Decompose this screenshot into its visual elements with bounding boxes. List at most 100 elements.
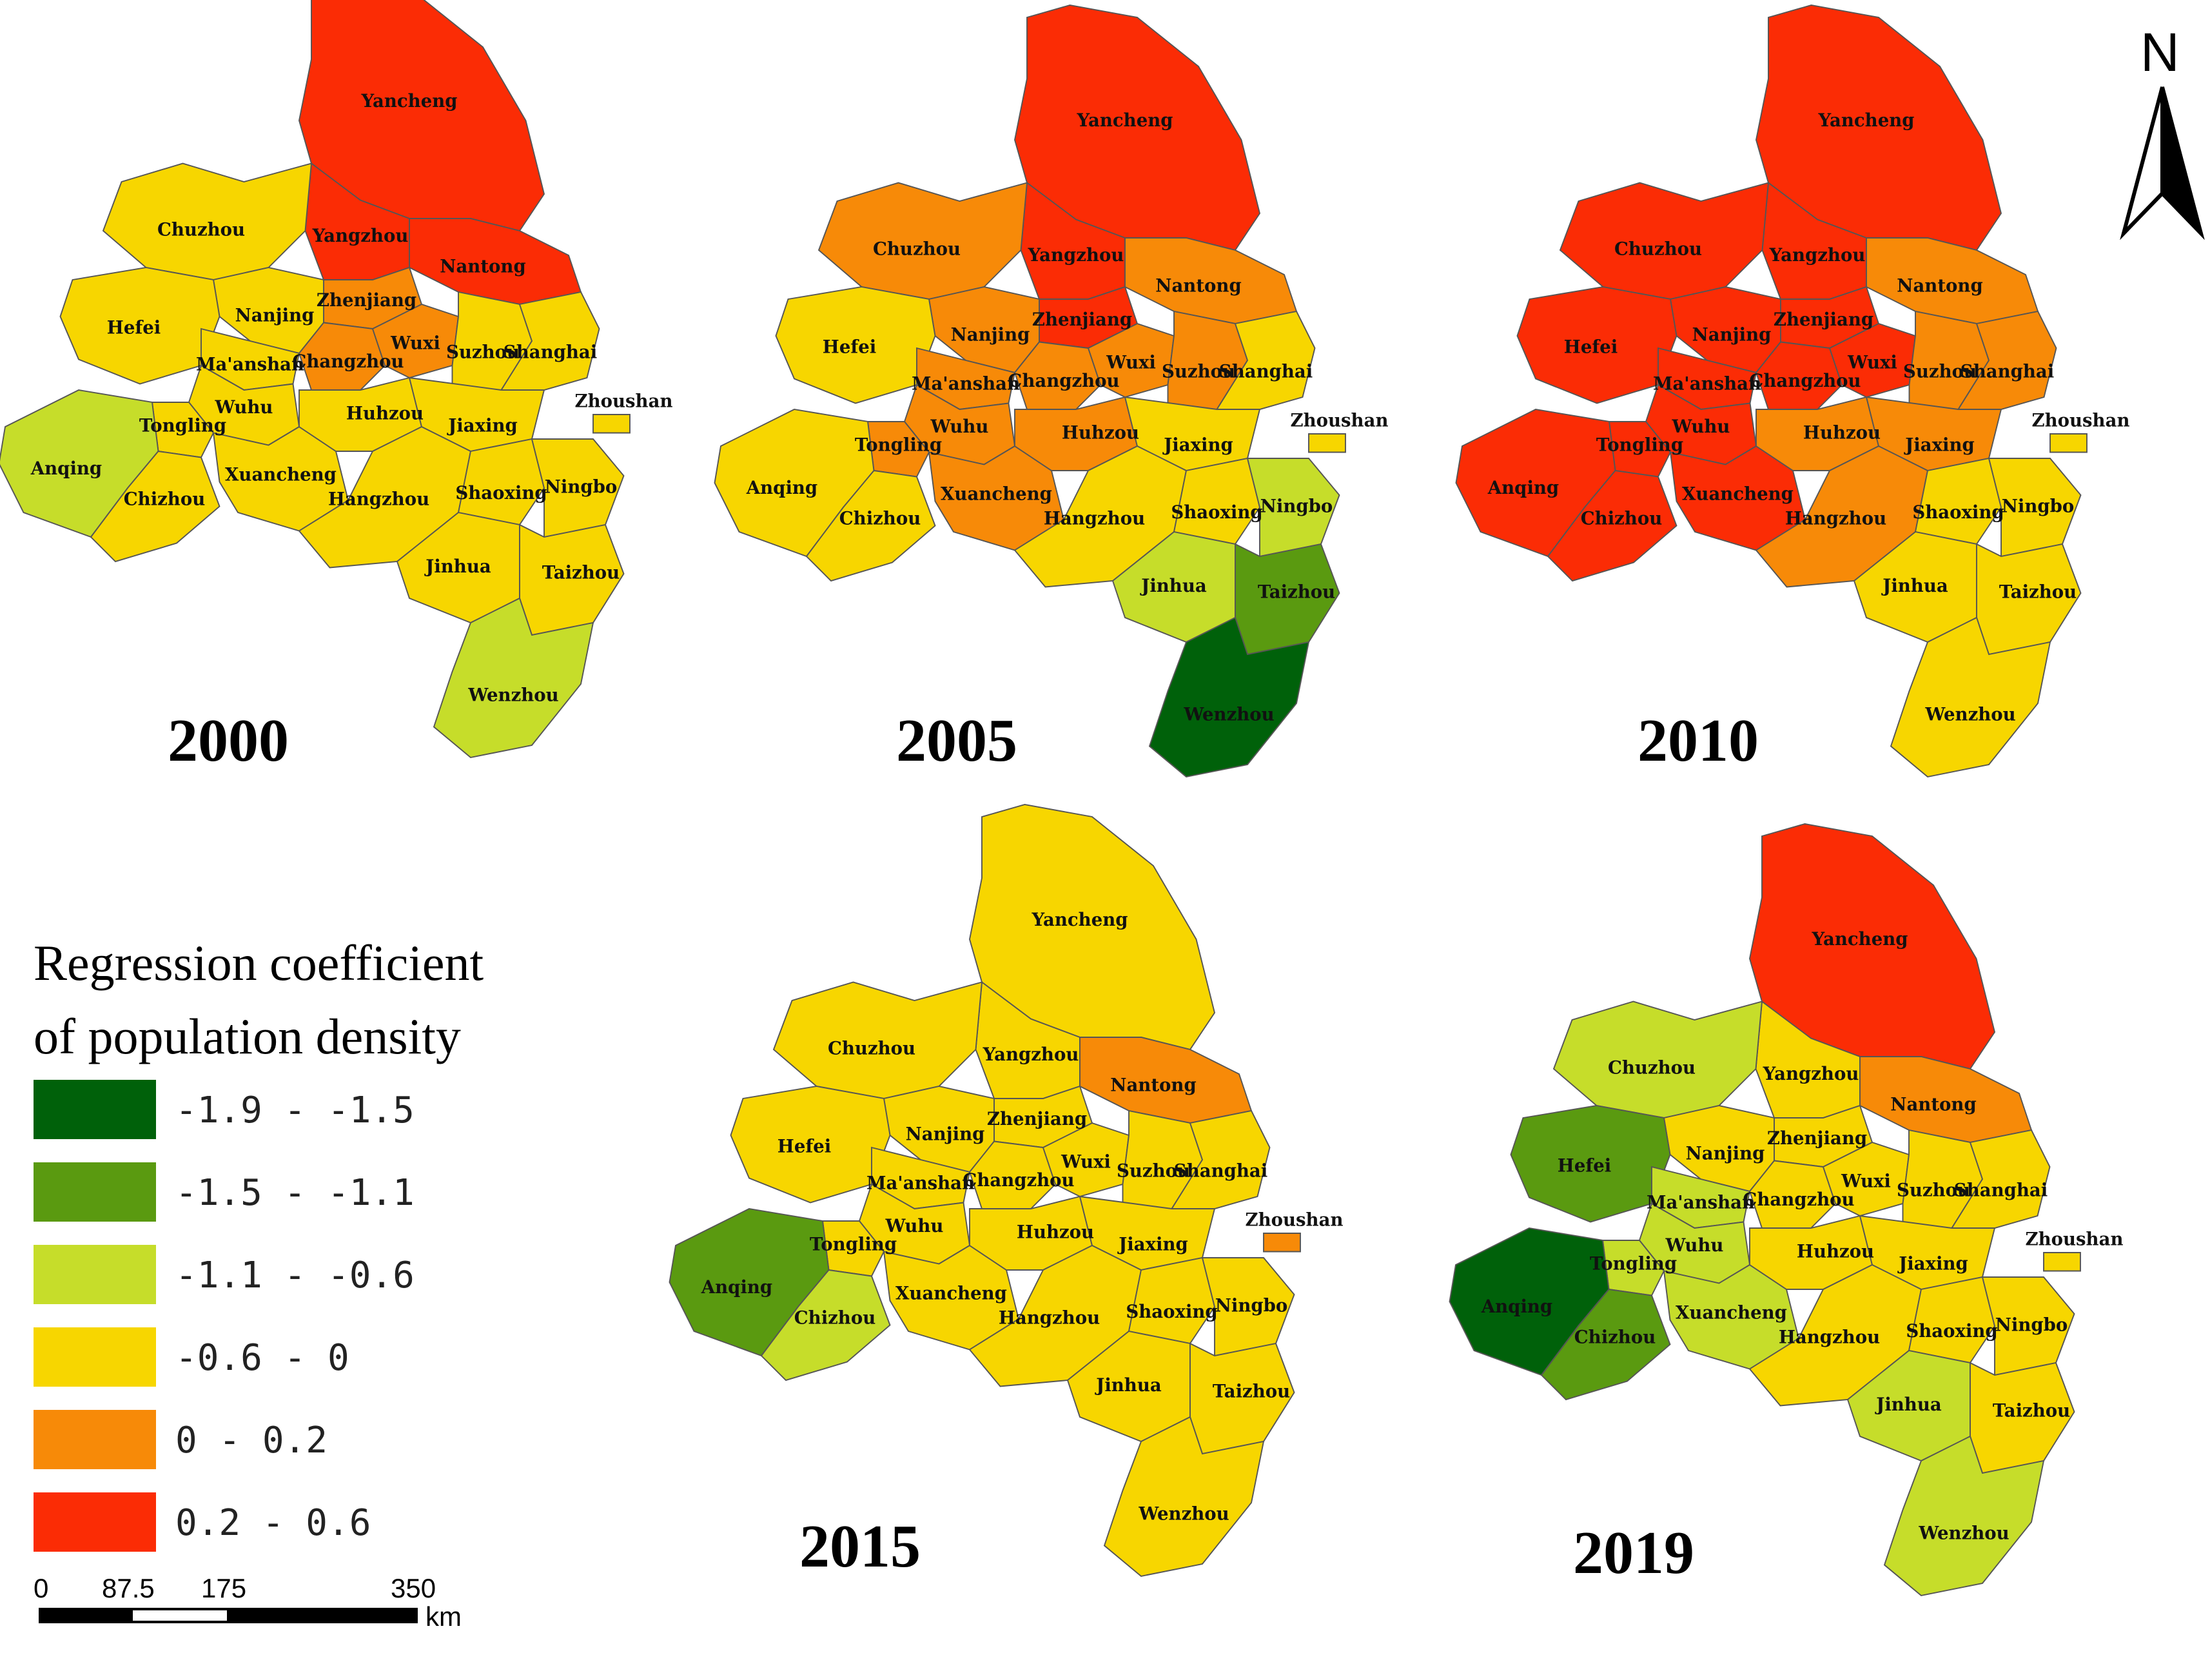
- city-label: Zhoushan: [1246, 1210, 1344, 1231]
- city-label: Shaoxing: [1126, 1302, 1217, 1322]
- city-label: Chizhou: [1581, 509, 1663, 529]
- city-label: Jiaxing: [1903, 435, 1975, 456]
- region-shanghai: [1215, 310, 1316, 410]
- city-label: Yangzhou: [1028, 245, 1124, 266]
- map-panel-2010: YanchengYangzhouNantongChuzhouZhenjiangN…: [1455, 5, 2129, 778]
- legend-swatch: [34, 1327, 156, 1387]
- city-label: Hangzhou: [1785, 509, 1886, 529]
- city-label: Wuhu: [215, 397, 273, 418]
- map-panel-2019: YanchengYangzhouNantongChuzhouZhenjiangN…: [1449, 823, 2123, 1597]
- legend: Regression coefficient of population den…: [34, 935, 484, 1552]
- city-label: Chizhou: [839, 509, 921, 529]
- scale-bar-segment: [133, 1610, 227, 1621]
- region-chuzhou: [817, 182, 1028, 300]
- city-label: Wuxi: [390, 333, 440, 353]
- city-label: Yancheng: [360, 91, 457, 112]
- scale-tick-0: 0: [34, 1573, 48, 1603]
- region-shaoxing: [1908, 1276, 1996, 1364]
- city-label: Hangzhou: [1779, 1327, 1880, 1348]
- city-label: Ma'anshan: [912, 374, 1020, 395]
- legend-label: -0.6 - 0: [175, 1337, 349, 1379]
- city-label: Suzhou: [1117, 1161, 1190, 1182]
- region-shaoxing: [1128, 1256, 1216, 1345]
- city-label: Tongling: [810, 1235, 897, 1255]
- city-label: Zhenjiang: [987, 1109, 1087, 1129]
- map-year-label: 2019: [1573, 1519, 1694, 1587]
- map-panel-2015: YanchengYangzhouNantongChuzhouZhenjiangN…: [669, 804, 1344, 1577]
- city-label: Anqing: [1487, 478, 1559, 498]
- city-label: Shaoxing: [455, 483, 547, 503]
- city-label: Wenzhou: [1918, 1523, 2009, 1544]
- city-label: Ningbo: [1995, 1315, 2068, 1336]
- city-label: Yangzhou: [983, 1044, 1079, 1065]
- city-label: Shanghai: [1961, 362, 2054, 382]
- city-label: Ma'anshan: [196, 355, 304, 375]
- city-label: Chuzhou: [157, 220, 245, 240]
- city-label: Ma'anshan: [1647, 1193, 1755, 1213]
- city-label: Changzhou: [1743, 1189, 1854, 1210]
- region-chuzhou: [1559, 182, 1770, 300]
- city-label: Suzhou: [1897, 1180, 1970, 1201]
- region-shanghai: [1957, 310, 2057, 410]
- city-label: Chizhou: [794, 1308, 876, 1329]
- city-label: Hangzhou: [328, 489, 429, 510]
- city-label: Ma'anshan: [1653, 374, 1761, 395]
- city-label: Shaoxing: [1171, 502, 1262, 523]
- city-label: Wenzhou: [1138, 1504, 1229, 1525]
- region-shaoxing: [457, 438, 545, 526]
- region-chizhou: [805, 469, 936, 582]
- map-year-label: 2010: [1638, 707, 1759, 774]
- city-label: Tongling: [855, 435, 942, 456]
- north-arrow: N: [2120, 22, 2205, 240]
- city-label: Shanghai: [504, 342, 597, 363]
- city-label: Anqing: [30, 458, 102, 479]
- scale-tick-1: 87.5: [102, 1573, 155, 1603]
- city-label: Huhzou: [1797, 1242, 1874, 1262]
- city-label: Chuzhou: [828, 1039, 915, 1059]
- city-label: Hefei: [823, 337, 876, 358]
- region-chuzhou: [772, 981, 983, 1099]
- region-zhoushan: [2049, 433, 2088, 453]
- city-label: Chizhou: [124, 489, 206, 510]
- city-label: Taizhou: [1993, 1401, 2070, 1421]
- legend-swatch: [34, 1492, 156, 1552]
- city-label: Wuhu: [930, 416, 989, 437]
- city-label: Tongling: [139, 416, 226, 436]
- city-label: Anqing: [701, 1277, 772, 1298]
- region-wenzhou: [1148, 616, 1310, 778]
- city-label: Jiaxing: [446, 416, 518, 436]
- city-label: Chuzhou: [1614, 239, 1702, 260]
- city-label: Hefei: [777, 1137, 831, 1157]
- city-label: Hefei: [1558, 1156, 1611, 1177]
- city-label: Chizhou: [1574, 1327, 1656, 1348]
- city-label: Changzhou: [963, 1170, 1074, 1191]
- city-label: Hangzhou: [999, 1308, 1100, 1329]
- region-chizhou: [90, 450, 220, 563]
- city-label: Zhenjiang: [1032, 309, 1132, 330]
- maps-layer: YanchengYangzhouNantongChuzhouZhenjiangN…: [0, 0, 2129, 1597]
- city-label: Ma'anshan: [866, 1173, 975, 1194]
- legend-title-line1: Regression coefficient: [34, 935, 484, 991]
- city-label: Yangzhou: [1769, 245, 1866, 266]
- legend-swatch: [34, 1080, 156, 1139]
- city-label: Taizhou: [542, 563, 620, 583]
- city-label: Yancheng: [1817, 110, 1914, 131]
- city-label: Taizhou: [1999, 582, 2077, 603]
- city-label: Jinhua: [1881, 576, 1948, 596]
- legend-label: -1.5 - -1.1: [175, 1172, 415, 1214]
- city-label: Yangzhou: [312, 226, 409, 246]
- city-label: Wuxi: [1106, 352, 1156, 373]
- city-label: Huhzou: [1803, 423, 1881, 444]
- city-label: Huhzou: [1062, 423, 1139, 444]
- city-label: Chuzhou: [873, 239, 961, 260]
- region-zhoushan: [2043, 1252, 2081, 1272]
- city-label: Shaoxing: [1912, 502, 2004, 523]
- map-panel-2000: YanchengYangzhouNantongChuzhouZhenjiangN…: [0, 0, 672, 759]
- city-label: Huhzou: [1017, 1222, 1094, 1243]
- region-chizhou: [760, 1269, 891, 1382]
- city-label: Nanjing: [951, 325, 1030, 346]
- city-label: Zhoushan: [1291, 411, 1389, 431]
- city-label: Suzhou: [446, 342, 520, 363]
- city-label: Xuancheng: [895, 1284, 1007, 1304]
